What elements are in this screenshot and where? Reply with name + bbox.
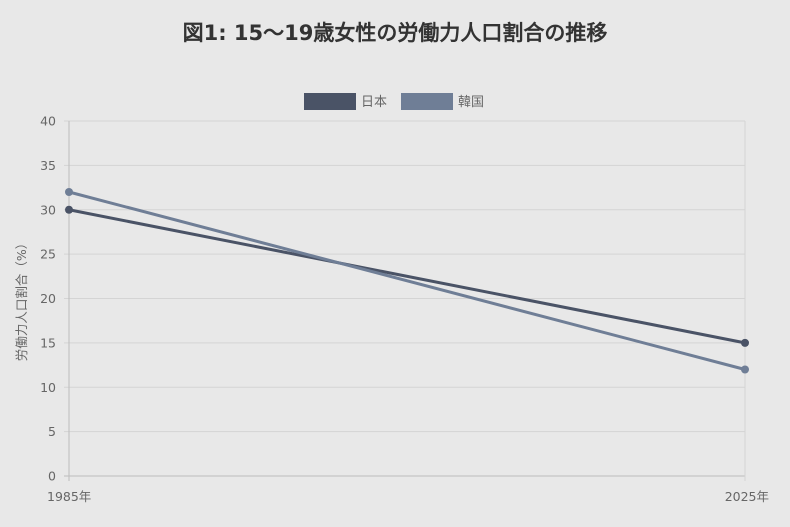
x-tick-label: 2025年: [725, 489, 769, 504]
y-tick-label: 10: [40, 380, 56, 395]
x-tick-label: 1985年: [47, 489, 91, 504]
y-tick-label: 25: [40, 247, 56, 262]
y-tick-label: 20: [40, 291, 56, 306]
grid-lines: [64, 120, 746, 481]
series-group: [65, 188, 749, 374]
legend-label[interactable]: 韓国: [458, 95, 484, 110]
y-tick-label: 0: [48, 469, 56, 484]
x-axis-ticks: 1985年 2025年: [47, 489, 769, 504]
chart-title: 図1: 15〜19歳女性の労働力人口割合の推移: [183, 21, 608, 45]
y-tick-label: 30: [40, 202, 56, 217]
y-tick-label: 35: [40, 158, 56, 173]
data-point[interactable]: [65, 205, 73, 214]
series-line-0: [68, 208, 746, 345]
data-point[interactable]: [741, 365, 749, 374]
y-tick-label: 40: [40, 114, 56, 129]
y-axis-ticks: 0 5 10 15 20 25 30 35 40: [40, 114, 56, 484]
legend-label[interactable]: 日本: [361, 95, 387, 110]
y-tick-label: 15: [40, 335, 56, 350]
y-tick-label: 5: [48, 424, 56, 439]
series-line-1: [68, 190, 746, 371]
legend-swatch[interactable]: [304, 93, 356, 110]
legend-swatch[interactable]: [401, 93, 453, 110]
y-axis-label: 労働力人口割合（%）: [14, 237, 29, 361]
legend: 日本 韓国: [304, 93, 484, 110]
data-point[interactable]: [741, 338, 749, 347]
data-point[interactable]: [65, 188, 73, 196]
